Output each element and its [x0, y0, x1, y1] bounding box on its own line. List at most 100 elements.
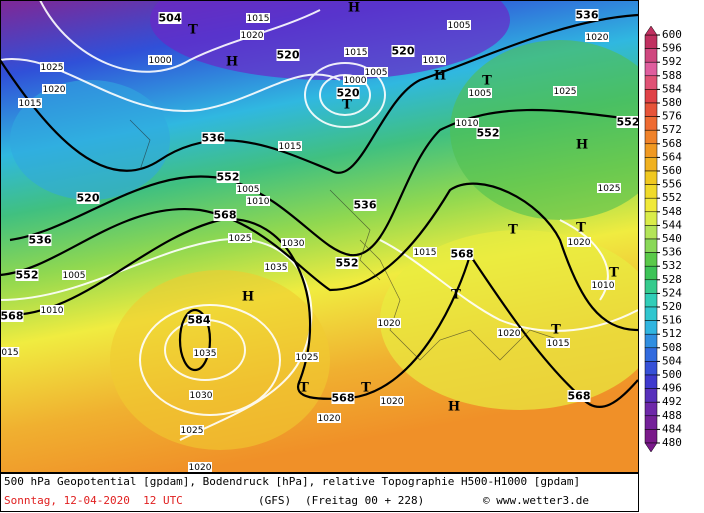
colorbar-label: 500: [662, 368, 682, 381]
colorbar-label: 584: [662, 82, 682, 95]
label-bg: [364, 67, 388, 77]
colorbar-label: 600: [662, 28, 682, 41]
pressure-center: H: [226, 55, 238, 70]
colorbar-label: 588: [662, 69, 682, 82]
label-bg: [380, 396, 404, 406]
pressure-center: T: [451, 288, 461, 303]
label-bg: [240, 30, 264, 40]
colorbar-label: 480: [662, 436, 682, 449]
colorbar-segment: [644, 225, 658, 240]
colorbar-label: 544: [662, 218, 682, 231]
label-bg: [0, 347, 20, 357]
label-bg: [246, 196, 270, 206]
colorbar-segment: [644, 415, 658, 430]
colorbar-label: 568: [662, 137, 682, 150]
colorbar-segment: [644, 429, 658, 444]
colorbar-label: 536: [662, 246, 682, 259]
label-bg: [40, 62, 64, 72]
isobar-label: 1010: [592, 281, 615, 291]
colorbar-segment: [644, 170, 658, 185]
geopotential-label: 584: [188, 314, 211, 327]
colorbar-segment: [644, 279, 658, 294]
label-bg: [295, 352, 319, 362]
geopotential-label: 504: [159, 12, 182, 25]
isobar-label: 1025: [296, 353, 319, 363]
label-bg: [546, 338, 570, 348]
label-bg: [62, 270, 86, 280]
colorbar-label: 504: [662, 354, 682, 367]
label-bg: [591, 280, 615, 290]
label-bg: [597, 183, 621, 193]
geopotential-label: 536: [29, 234, 52, 247]
geopotential-label: 552: [477, 127, 500, 140]
footer-date: Sonntag, 12-04-2020 12 UTC: [4, 494, 183, 507]
label-bg: [567, 390, 591, 402]
pressure-center: H: [434, 69, 446, 84]
label-bg: [575, 9, 599, 21]
colorbar-segment: [644, 265, 658, 281]
geopotential-label: 536: [576, 9, 599, 22]
colorbar-segment: [644, 34, 658, 49]
colorbar-label: 488: [662, 409, 682, 422]
isobar-label: 1020: [43, 85, 66, 95]
geopotential-label: 520: [277, 49, 300, 62]
isobar-label: 1025: [181, 426, 204, 436]
colorbar-segment: [644, 102, 658, 117]
colorbar-arrow-bottom: [644, 442, 658, 453]
label-bg: [228, 233, 252, 243]
isobar-label: 1035: [194, 349, 217, 359]
label-bg: [413, 247, 437, 257]
isobar-label: 1015: [414, 248, 437, 258]
colorbar-label: 556: [662, 178, 682, 191]
isobar-label: 1010: [41, 306, 64, 316]
isobar-label: 1015: [547, 339, 570, 349]
label-bg: [567, 237, 591, 247]
colorbar-segment: [644, 361, 658, 376]
label-bg: [553, 86, 577, 96]
pressure-center: H: [242, 290, 254, 305]
label-bg: [335, 257, 359, 269]
colorbar-segment: [644, 157, 658, 172]
isobar-label: 1020: [498, 329, 521, 339]
label-bg: [15, 269, 39, 281]
isobar-label: 015: [1, 348, 18, 358]
isobar-label: 1020: [568, 238, 591, 248]
colorbar: 6005965925885845805765725685645605565525…: [644, 25, 682, 453]
isobar-label: 1020: [586, 33, 609, 43]
label-bg: [391, 45, 415, 57]
pressure-center: T: [342, 98, 352, 113]
pressure-center: H: [576, 138, 588, 153]
colorbar-arrow-top: [644, 25, 658, 36]
isobar-label: 1005: [63, 271, 86, 281]
isobar-label: 1010: [456, 119, 479, 129]
geopotential-label: 552: [336, 257, 359, 270]
colorbar-label: 580: [662, 96, 682, 109]
colorbar-segment: [644, 184, 658, 199]
colorbar-label: 532: [662, 259, 682, 272]
colorbar-label: 564: [662, 150, 682, 163]
isobar-label: 1005: [469, 89, 492, 99]
isobar-label: 1025: [598, 184, 621, 194]
geopotential-label: 568: [451, 248, 474, 261]
pressure-center: T: [508, 223, 518, 238]
colorbar-label: 508: [662, 341, 682, 354]
colorbar-segment: [644, 89, 658, 104]
label-bg: [336, 87, 360, 99]
pressure-center: T: [482, 74, 492, 89]
label-bg: [187, 314, 211, 326]
map-frame: [0, 0, 639, 473]
isobar-label: 1000: [344, 76, 367, 86]
label-bg: [331, 392, 355, 404]
colorbar-segment: [644, 388, 658, 403]
label-bg: [343, 75, 367, 85]
isobar-label: 1015: [19, 99, 42, 109]
colorbar-label: 516: [662, 314, 682, 327]
colorbar-segment: [644, 252, 658, 267]
geopotential-label: 568: [332, 392, 355, 405]
label-bg: [422, 55, 446, 65]
colorbar-segment: [644, 61, 658, 77]
label-bg: [42, 84, 66, 94]
label-bg: [18, 98, 42, 108]
geopotential-label: 568: [1, 310, 24, 323]
